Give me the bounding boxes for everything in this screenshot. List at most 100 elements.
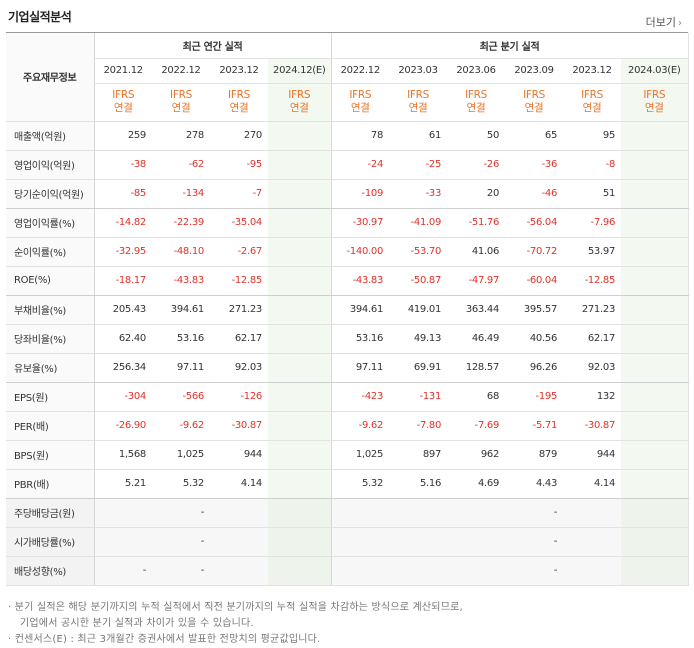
basis-ifrs: IFRS (407, 89, 429, 101)
cell-quarter-1: -41.09 (389, 208, 448, 238)
table-row: 당기순이익(억원) -85 -134 -7 -109 -33 20 -46 51 (6, 179, 689, 209)
cell-quarter-1: 69.91 (389, 353, 448, 383)
cell-annual-2 (210, 556, 268, 586)
cell-quarter-3: 40.56 (505, 324, 564, 354)
cell-annual-1: - (152, 556, 210, 586)
cell-annual-0: 256.34 (93, 353, 152, 383)
cell-annual-3 (268, 208, 332, 238)
basis-consolidated: 연결 (350, 102, 370, 114)
cell-quarter-2: 50 (447, 121, 506, 151)
cell-quarter-2: -26 (447, 150, 506, 180)
basis-consolidated: 연결 (171, 102, 191, 114)
cell-annual-3 (268, 469, 332, 499)
basis-header-annual-1: IFRS 연결 (152, 83, 210, 122)
cell-quarter-5 (621, 266, 689, 296)
cell-annual-0: 1,568 (93, 440, 152, 470)
cell-quarter-1 (389, 527, 448, 557)
cell-quarter-5 (621, 527, 689, 557)
cell-annual-3 (268, 556, 332, 586)
cell-annual-0: -85 (93, 179, 152, 209)
cell-annual-3 (268, 527, 332, 557)
footnote-quarterly-cont: 기업에서 공시한 분기 실적과 차이가 있을 수 있습니다. (20, 618, 254, 629)
row-label: 부채비율(%) (6, 295, 94, 325)
cell-quarter-4: 53.97 (563, 237, 622, 267)
table-row: PBR(배) 5.21 5.32 4.14 5.32 5.16 4.69 4.43 4.14 (6, 469, 689, 499)
period-header-annual-2: 2023.12 (210, 58, 268, 84)
cell-quarter-1: -7.80 (389, 411, 448, 441)
cell-quarter-5 (621, 382, 689, 412)
cell-annual-3 (268, 440, 332, 470)
cell-quarter-0: 5.32 (330, 469, 390, 499)
cell-annual-2 (210, 527, 268, 557)
cell-annual-1: -22.39 (152, 208, 210, 238)
cell-annual-2: -126 (210, 382, 268, 412)
row-label: 유보율(%) (6, 353, 94, 383)
cell-quarter-4 (563, 527, 622, 557)
more-label: 더보기 (645, 16, 676, 29)
row-label: EPS(원) (6, 382, 94, 412)
cell-annual-3 (268, 498, 332, 528)
cell-annual-0: -18.17 (93, 266, 152, 296)
basis-header-annual-2: IFRS 연결 (210, 83, 268, 122)
footnotes: · 분기 실적은 해당 분기까지의 누적 실적에서 직전 분기까지의 누적 실적… (8, 600, 463, 648)
cell-quarter-4: -8 (563, 150, 622, 180)
cell-annual-3 (268, 295, 332, 325)
cell-annual-0: -14.82 (93, 208, 152, 238)
table-row: 배당성향(%) - - - (6, 556, 689, 586)
cell-annual-3 (268, 150, 332, 180)
cell-quarter-5 (621, 324, 689, 354)
cell-quarter-5 (621, 150, 689, 180)
basis-consolidated: 연결 (466, 102, 486, 114)
table-row: PER(배) -26.90 -9.62 -30.87 -9.62 -7.80 -7.69 -5… (6, 411, 689, 441)
cell-quarter-0: 394.61 (330, 295, 390, 325)
more-link[interactable]: 더보기 › (646, 14, 682, 30)
cell-quarter-4 (563, 556, 622, 586)
cell-quarter-0: 53.16 (330, 324, 390, 354)
cell-annual-1: -62 (152, 150, 210, 180)
cell-quarter-0: -109 (330, 179, 390, 209)
row-label: ROE(%) (6, 266, 94, 296)
annual-group-header: 최근 연간 실적 (93, 33, 332, 59)
cell-annual-1: -9.62 (152, 411, 210, 441)
basis-header-quarter-3: IFRS 연결 (505, 83, 564, 122)
cell-quarter-3: 96.26 (505, 353, 564, 383)
cell-annual-1: 1,025 (152, 440, 210, 470)
cell-quarter-1: 5.16 (389, 469, 448, 499)
table-row: 순이익률(%) -32.95 -48.10 -2.67 -140.00 -53.70 41.… (6, 237, 689, 267)
cell-quarter-1: -50.87 (389, 266, 448, 296)
period-header-quarter-5: 2024.03(E) (621, 58, 689, 84)
cell-quarter-5 (621, 411, 689, 441)
cell-quarter-5 (621, 440, 689, 470)
cell-annual-1: 97.11 (152, 353, 210, 383)
table-row: 영업이익(억원) -38 -62 -95 -24 -25 -26 -36 -8 (6, 150, 689, 180)
cell-quarter-2: 128.57 (447, 353, 506, 383)
cell-quarter-3: -70.72 (505, 237, 564, 267)
table-row: 주당배당금(원) - - (6, 498, 689, 528)
cell-quarter-0: -9.62 (330, 411, 390, 441)
basis-ifrs: IFRS (170, 89, 192, 101)
cell-annual-1: -43.83 (152, 266, 210, 296)
cell-quarter-1 (389, 556, 448, 586)
cell-quarter-2: -47.97 (447, 266, 506, 296)
cell-annual-0 (93, 527, 152, 557)
basis-consolidated: 연결 (408, 102, 428, 114)
basis-ifrs: IFRS (643, 89, 666, 101)
cell-quarter-3: - (505, 527, 564, 557)
basis-header-annual-3: IFRS 연결 (268, 83, 332, 122)
cell-quarter-5 (621, 469, 689, 499)
cell-annual-1: - (152, 498, 210, 528)
cell-quarter-3: 65 (505, 121, 564, 151)
table-row: 부채비율(%) 205.43 394.61 271.23 394.61 419.01 363… (6, 295, 689, 325)
cell-quarter-3: -56.04 (505, 208, 564, 238)
cell-annual-1: - (152, 527, 210, 557)
cell-quarter-3: -195 (505, 382, 564, 412)
basis-ifrs: IFRS (228, 89, 250, 101)
cell-annual-2: -30.87 (210, 411, 268, 441)
cell-quarter-2: 962 (447, 440, 506, 470)
cell-annual-3 (268, 179, 332, 209)
cell-quarter-0: -140.00 (330, 237, 390, 267)
cell-quarter-1: 419.01 (389, 295, 448, 325)
cell-quarter-1: 49.13 (389, 324, 448, 354)
basis-consolidated: 연결 (229, 102, 249, 114)
cell-quarter-3: -60.04 (505, 266, 564, 296)
